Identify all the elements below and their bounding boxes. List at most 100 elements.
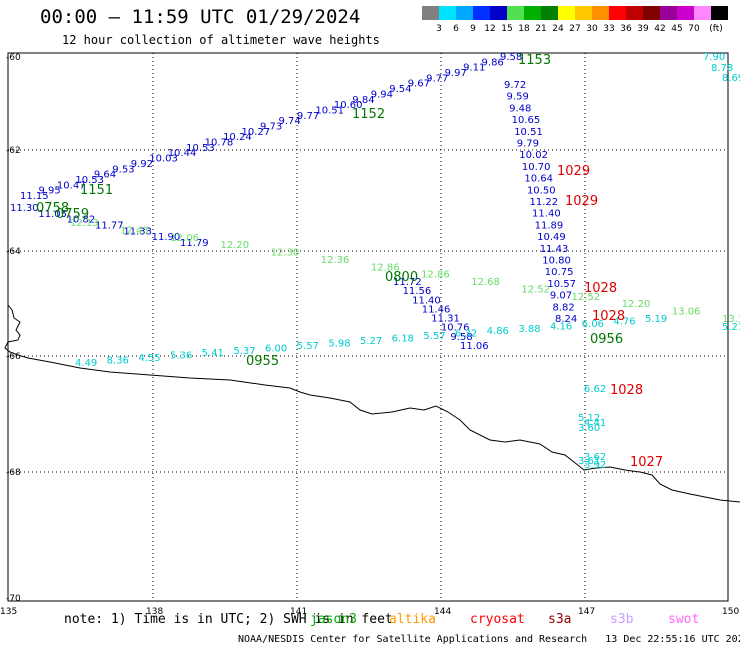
wave-height-label: 12.52 [521,284,550,295]
legend-tick-label: 3 [436,24,442,34]
wave-height-label: 13.06 [672,307,701,318]
wave-height-label: 9.79 [517,139,539,150]
longitude-label: 147 [578,607,595,617]
satellite-label-cryosat: cryosat [470,612,525,627]
wave-height-label: 5.57 [423,331,445,342]
footer-note: note: 1) Time is in UTC; 2) SWH is in fe… [64,612,393,627]
wave-height-label: 3.61 [578,456,600,467]
wave-height-label: 10.76 [441,323,470,334]
longitude-label: 138 [146,607,163,617]
wave-height-label: 12.13 [70,218,99,229]
wave-height-label: 10.03 [149,154,178,165]
time-label: 0759 [56,207,89,222]
wave-height-label: 13.3 [722,314,740,325]
legend-tick-label: 45 [671,24,683,34]
wave-height-label: 10.78 [205,138,234,149]
wave-height-label: 11.15 [20,191,49,202]
wave-height-label: 6.00 [265,343,287,354]
wave-height-label: 9.77 [426,73,448,84]
wave-height-label: 10.53 [75,175,104,186]
wave-height-label: 9.64 [94,170,116,181]
wave-height-label: 9.92 [131,159,153,170]
legend-swatch [677,6,694,20]
wave-height-label: 6.62 [584,384,606,395]
wave-height-label: 9.84 [352,95,374,106]
time-label: 1027 [630,455,663,470]
wave-height-label: 11.05 [38,209,67,220]
legend-tick-label: 21 [535,24,547,34]
time-label: 1028 [592,309,625,324]
wave-height-label: 10.49 [537,232,566,243]
wave-height-label: 7.90 [703,52,725,63]
legend-tick-label: 27 [569,24,581,34]
wave-height-label: 4.86 [487,326,509,337]
wave-height-label: 10.44 [168,148,197,159]
wave-height-label: 5.37 [233,346,255,357]
wave-height-label: 5.19 [645,314,667,325]
wave-height-label: 12.86 [421,270,450,281]
wave-height-label: 3.88 [518,324,540,335]
wave-height-label: 9.94 [371,89,393,100]
legend-swatch [626,6,643,20]
wave-height-label: 3.92 [584,460,606,471]
time-label: 0955 [246,354,279,369]
wave-height-label: 10.47 [57,180,86,191]
wave-height-label: 8.24 [555,314,577,325]
wave-height-label: 11.46 [422,304,451,315]
satellite-label-jason3: jason3 [310,612,357,627]
legend-swatch [490,6,507,20]
wave-height-label: 12.06 [170,233,199,244]
wave-height-label: 11.40 [532,209,561,220]
satellite-label-swot: swot [668,612,700,627]
wave-height-label: 11.72 [393,277,422,288]
wave-height-label: 11.06 [460,341,489,352]
wave-height-label: 8.69 [722,73,740,84]
satellite-label-s3a: s3a [548,612,572,627]
wave-height-label: 10.60 [334,100,363,111]
wave-height-label: 9.07 [550,291,572,302]
longitude-label: 144 [434,607,451,617]
legend-unit: (ft) [709,24,723,34]
wave-height-label: 11.77 [95,221,124,232]
legend-tick-label: 12 [484,24,496,34]
wave-height-label: 11.56 [403,286,432,297]
wave-height-label: 6.18 [392,334,414,345]
lat-lon-grid [8,53,728,601]
wave-height-label: 10.57 [547,279,576,290]
time-label: 1152 [352,107,385,122]
page-title: 00:00 – 11:59 UTC 01/29/2024 [40,6,361,28]
wave-height-label: 12.52 [572,292,601,303]
legend-swatch [609,6,626,20]
wave-height-label: 12.86 [371,262,400,273]
wave-height-label: 10.51 [315,105,344,116]
wave-height-label: 12.20 [622,299,651,310]
legend-swatch [541,6,558,20]
wave-height-label: 9.59 [507,92,529,103]
wave-height-label: 5.12 [578,413,600,424]
satellite-label-altika: altika [389,612,436,627]
wave-height-label: 4.76 [613,316,635,327]
longitude-label: 135 [0,607,17,617]
legend-tick-label: 39 [637,24,649,34]
time-label: 1029 [557,164,590,179]
legend-tick-label: 42 [654,24,666,34]
legend-tick-label: 24 [552,24,564,34]
satellite-label-s3b: s3b [610,612,634,627]
wave-height-label: 10.50 [527,185,556,196]
wave-height-label: 10.51 [514,127,543,138]
wave-height-label: 5.21 [722,322,740,333]
credit-line: NOAA/NESDIS Center for Satellite Applica… [238,634,740,645]
wave-height-label: 10.82 [67,215,96,226]
wave-height-label: 9.97 [445,68,467,79]
antarctic-coastline [4,304,740,503]
wave-height-label: 3.60 [578,423,600,434]
wave-height-label: 8.82 [552,302,574,313]
map-frame [7,52,729,602]
legend-tick-label: 9 [470,24,476,34]
wave-height-label: 11.30 [10,203,39,214]
wave-height-label: 10.70 [522,162,551,173]
wave-height-label: 10.53 [186,143,215,154]
wave-height-label: 5.27 [360,336,382,347]
wave-height-label: 6.06 [582,319,604,330]
